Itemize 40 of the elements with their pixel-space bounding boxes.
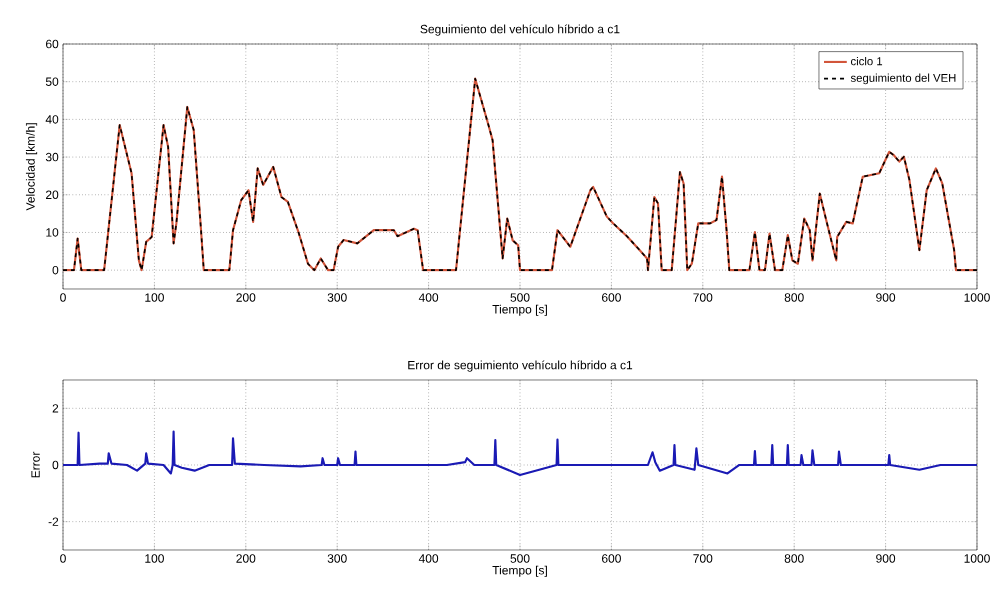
x-tick-label: 500 (510, 554, 530, 563)
x-tick-label: 1000 (964, 554, 990, 563)
y-axis-title: Error (31, 451, 40, 478)
x-tick-label: 900 (876, 293, 896, 302)
x-tick-label: 900 (876, 554, 896, 563)
x-tick-label: 200 (236, 293, 256, 302)
y-tick-label: 2 (52, 404, 59, 413)
x-axis-title: Tiempo [s] (492, 304, 547, 316)
x-tick-label: 600 (602, 293, 621, 302)
y-axis-title: Velocidad [km/h] (25, 123, 38, 211)
y-tick-label: 50 (45, 77, 59, 86)
y-tick-label: 10 (46, 228, 59, 237)
y-tick-label: 20 (46, 190, 59, 200)
y-tick-label: -2 (48, 517, 59, 526)
x-tick-label: 200 (236, 554, 256, 563)
x-tick-label: 1000 (964, 293, 990, 302)
x-tick-label: 500 (510, 293, 530, 302)
x-tick-label: 400 (418, 293, 439, 302)
x-tick-label: 800 (784, 554, 804, 563)
y-tick-label: 0 (52, 460, 59, 470)
x-tick-label: 0 (60, 554, 66, 563)
y-tick-label: 0 (52, 265, 59, 275)
y-tick-label: 40 (45, 115, 59, 124)
x-tick-label: 100 (145, 554, 164, 563)
x-tick-label: 800 (784, 293, 804, 302)
x-tick-label: 700 (693, 293, 713, 302)
x-tick-label: 300 (327, 554, 347, 563)
x-tick-label: 0 (60, 293, 66, 302)
x-tick-label: 600 (602, 554, 621, 563)
legend-label: seguimiento del VEH (850, 73, 956, 85)
chart-title: Error de seguimiento vehículo híbrido a c1 (408, 360, 633, 372)
x-tick-label: 300 (327, 293, 347, 302)
x-tick-label: 700 (693, 554, 713, 563)
y-tick-label: 60 (46, 39, 59, 49)
y-tick-label: 30 (45, 152, 59, 162)
x-tick-label: 100 (145, 293, 164, 302)
legend-label: ciclo 1 (851, 56, 883, 66)
x-axis-title: Tiempo [s] (492, 565, 547, 577)
chart-title: Seguimiento del vehículo híbrido a c1 (420, 24, 620, 36)
x-tick-label: 400 (418, 554, 439, 563)
